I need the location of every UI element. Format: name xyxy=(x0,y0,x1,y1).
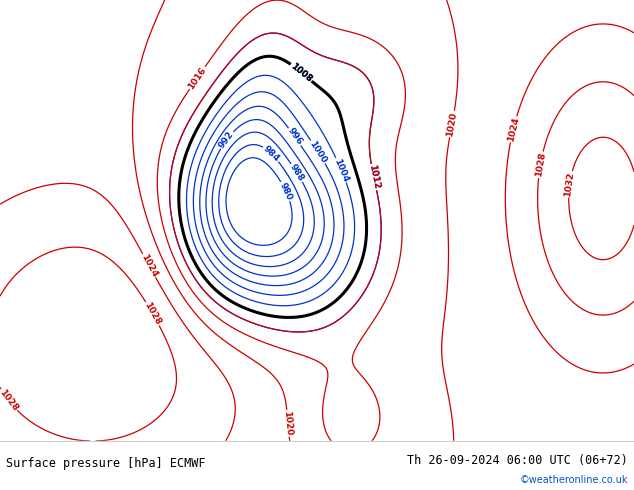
Text: 1028: 1028 xyxy=(143,301,163,327)
Text: 1020: 1020 xyxy=(446,111,458,137)
Text: 980: 980 xyxy=(278,181,294,202)
Text: 1008: 1008 xyxy=(289,61,314,84)
Text: ©weatheronline.co.uk: ©weatheronline.co.uk xyxy=(519,475,628,485)
Text: 1016: 1016 xyxy=(186,65,208,91)
Text: 996: 996 xyxy=(285,126,304,147)
Text: 1012: 1012 xyxy=(367,164,381,190)
Text: 1028: 1028 xyxy=(534,152,547,178)
Text: 1012: 1012 xyxy=(367,164,381,190)
Text: 1008: 1008 xyxy=(289,61,314,84)
Text: 1020: 1020 xyxy=(282,411,294,436)
Text: 992: 992 xyxy=(217,130,236,150)
Text: 1000: 1000 xyxy=(307,139,328,165)
Text: 984: 984 xyxy=(261,144,281,164)
Text: 1024: 1024 xyxy=(139,252,159,279)
Text: 1028: 1028 xyxy=(0,388,20,413)
Text: Th 26-09-2024 06:00 UTC (06+72): Th 26-09-2024 06:00 UTC (06+72) xyxy=(407,454,628,467)
Text: 1024: 1024 xyxy=(506,116,521,143)
Text: 1004: 1004 xyxy=(332,157,350,183)
Text: 1032: 1032 xyxy=(564,172,576,197)
Text: 988: 988 xyxy=(288,162,306,183)
Text: Surface pressure [hPa] ECMWF: Surface pressure [hPa] ECMWF xyxy=(6,457,206,469)
